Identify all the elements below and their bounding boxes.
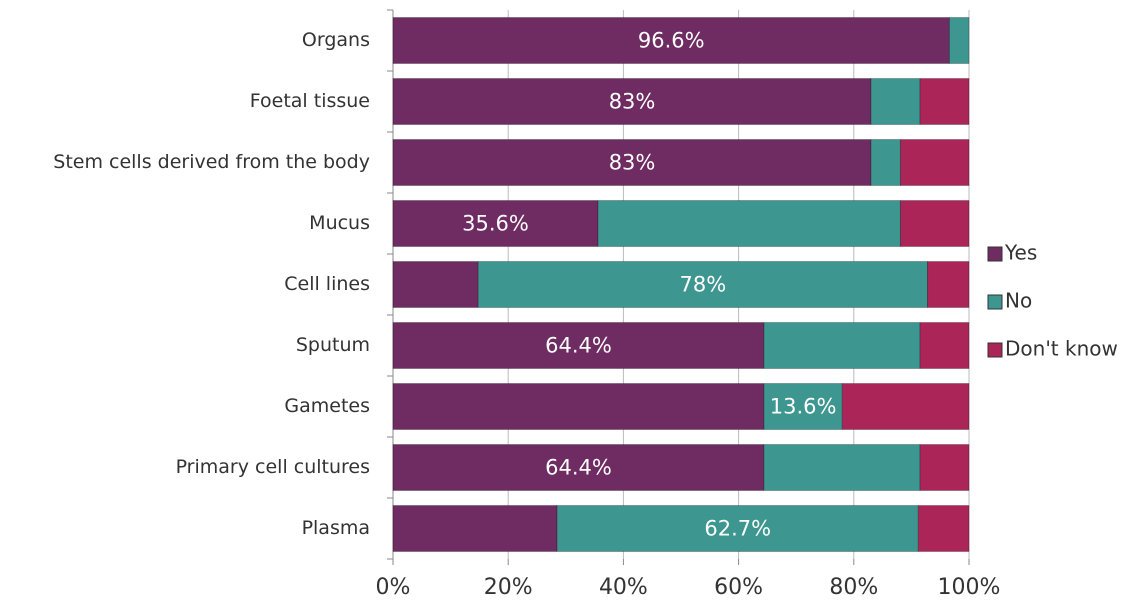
data-label: 83% bbox=[609, 90, 656, 114]
bar-segment bbox=[899, 139, 970, 186]
data-label: 13.6% bbox=[770, 395, 837, 419]
bar-segment bbox=[927, 261, 970, 308]
data-label: 78% bbox=[680, 273, 727, 297]
category-label: Plasma bbox=[302, 517, 370, 539]
x-tick-label: 40% bbox=[599, 575, 648, 600]
bar-segment bbox=[392, 200, 599, 247]
bar-segment bbox=[899, 200, 970, 247]
category-label: Mucus bbox=[309, 212, 370, 234]
data-label: 83% bbox=[609, 151, 656, 175]
x-tick-label: 80% bbox=[829, 575, 878, 600]
bar-segment bbox=[392, 505, 558, 552]
bar-segment bbox=[392, 261, 479, 308]
bar-segment bbox=[392, 322, 765, 369]
bar-segment bbox=[919, 444, 970, 491]
legend-swatch bbox=[987, 246, 1003, 262]
bar-segment bbox=[392, 444, 765, 491]
data-label: 35.6% bbox=[462, 212, 529, 236]
category-label: Foetal tissue bbox=[250, 90, 370, 112]
bar-segment bbox=[556, 505, 919, 552]
bar-segment bbox=[763, 322, 921, 369]
data-label: 96.6% bbox=[638, 29, 705, 53]
category-label: Gametes bbox=[284, 395, 370, 417]
bar-segment bbox=[870, 78, 921, 125]
bar-segment bbox=[948, 17, 970, 64]
bar-segment bbox=[392, 78, 872, 125]
bar-segment bbox=[870, 139, 901, 186]
bar-segment bbox=[477, 261, 929, 308]
bar-segment bbox=[919, 322, 970, 369]
bar-segment bbox=[392, 383, 765, 430]
bar-segment bbox=[392, 17, 950, 64]
x-tick-label: 100% bbox=[938, 575, 1001, 600]
data-label: 64.4% bbox=[545, 334, 612, 358]
x-tick-label: 60% bbox=[714, 575, 763, 600]
bar-segment bbox=[917, 505, 970, 552]
legend-label: Yes bbox=[1004, 241, 1037, 265]
category-label: Cell lines bbox=[284, 273, 370, 295]
data-label: 64.4% bbox=[545, 456, 612, 480]
legend-swatch bbox=[987, 294, 1003, 310]
bar-segment bbox=[763, 444, 921, 491]
legend-label: No bbox=[1005, 289, 1032, 313]
data-label: 62.7% bbox=[704, 517, 771, 541]
legend-swatch bbox=[987, 342, 1003, 358]
legend-label: Don't know bbox=[1005, 337, 1118, 361]
category-label: Organs bbox=[302, 29, 370, 51]
x-tick-label: 0% bbox=[376, 575, 411, 600]
bar-segment bbox=[597, 200, 901, 247]
bar-segment bbox=[841, 383, 970, 430]
bar-segment bbox=[392, 139, 872, 186]
category-label: Stem cells derived from the body bbox=[53, 151, 370, 173]
category-label: Sputum bbox=[296, 334, 370, 356]
x-tick-label: 20% bbox=[484, 575, 533, 600]
category-label: Primary cell cultures bbox=[176, 456, 370, 478]
bar-segment bbox=[763, 383, 843, 430]
bar-segment bbox=[919, 78, 970, 125]
